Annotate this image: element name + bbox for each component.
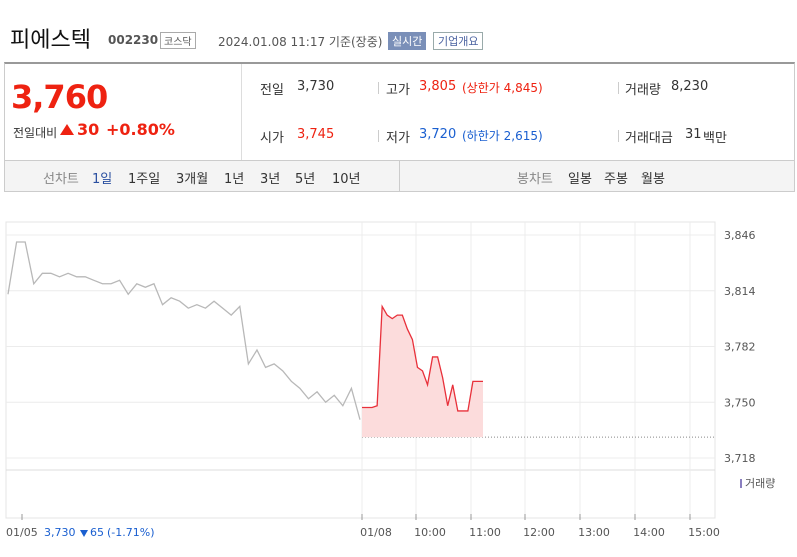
tab[interactable]: 1년 (224, 172, 245, 187)
realtime-button[interactable]: 실시간 (388, 32, 427, 50)
x-tick-label: 15:00 (688, 526, 720, 539)
company-button[interactable]: 기업개요 (433, 32, 484, 50)
rate: +0.80% (106, 120, 175, 139)
x-tick-label: 12:00 (523, 526, 555, 539)
y-tick-label: 3,750 (724, 396, 756, 409)
footer-rate: (-1.71%) (107, 526, 155, 539)
upper-limit: (상한가 4,845) (462, 81, 543, 95)
change: 30 (77, 120, 100, 139)
low-label: 저가 (386, 131, 410, 146)
sep (378, 130, 379, 142)
down-icon (80, 530, 88, 537)
y-tick-label: 3,814 (724, 285, 756, 298)
divider (399, 161, 400, 191)
volume-label: 거래량 (625, 83, 661, 98)
amount: 31 (685, 127, 702, 142)
tab[interactable]: 월봉 (641, 172, 665, 187)
tab[interactable]: 3년 (260, 172, 281, 187)
open: 3,745 (297, 127, 335, 142)
price-box: 3,760 전일대비 30 +0.80% (5, 64, 242, 160)
stock-name: 피에스텍 (10, 28, 91, 53)
current-price: 3,760 (11, 78, 108, 116)
high: 3,805 (419, 79, 457, 94)
high-label: 고가 (386, 83, 410, 98)
footer-date: 01/05 (6, 526, 38, 539)
y-tick-label: 3,782 (724, 341, 756, 354)
tab[interactable]: 3개월 (176, 172, 209, 187)
x-tick-label: 10:00 (414, 526, 446, 539)
low: 3,720 (419, 127, 457, 142)
volume: 8,230 (671, 79, 709, 94)
tab[interactable]: 일봉 (568, 172, 592, 187)
datetime: 2024.01.08 11:17 기준(장중) (218, 35, 383, 49)
prev: 3,730 (297, 79, 335, 94)
line (362, 304, 483, 412)
sep (618, 82, 619, 94)
chart: 3,718 3,750 3,782 3,814 3,846 01/08 10:00 11:00… (5, 221, 775, 539)
change-label: 전일대비 (13, 126, 58, 140)
sep (618, 130, 619, 142)
tab[interactable]: 1주일 (128, 172, 161, 187)
candle-chart-label: 봉차트 (517, 172, 553, 187)
plot-frame (5, 221, 716, 519)
open-label: 시가 (260, 131, 284, 146)
legend-swatch (740, 479, 742, 488)
tab-bar: 선차트 봉차트 1일 1주일 3개월 1년 3년 5년 10년 일봉 주봉 월봉 (4, 160, 795, 192)
amount-unit: 백만 (703, 131, 727, 146)
legend-label: 거래량 (745, 477, 775, 490)
info-box: 3,760 전일대비 30 +0.80% 전일 3,730 고가 3,805 (… (4, 62, 795, 161)
line (7, 241, 361, 420)
tab[interactable]: 1일 (92, 172, 113, 187)
x-tick-label: 14:00 (633, 526, 665, 539)
amount-label: 거래대금 (625, 131, 673, 146)
y-tick-label: 3,846 (724, 229, 756, 242)
x-tick-label: 13:00 (578, 526, 610, 539)
x-tick-label: 11:00 (469, 526, 501, 539)
up-icon (60, 124, 74, 135)
market: 코스닥 (160, 32, 196, 49)
tab[interactable]: 10년 (332, 172, 361, 187)
tab[interactable]: 5년 (295, 172, 316, 187)
prev-label: 전일 (260, 83, 284, 98)
tab[interactable]: 주봉 (604, 172, 628, 187)
x-tick-label: 01/08 (360, 526, 392, 539)
footer-change: 65 (90, 526, 104, 539)
stock-code: 002230 (108, 33, 159, 47)
sep (378, 82, 379, 94)
footer-price: 3,730 (44, 526, 76, 539)
line-chart-label: 선차트 (43, 172, 79, 187)
y-tick-label: 3,718 (724, 452, 756, 465)
lower-limit: (하한가 2,615) (462, 129, 543, 143)
